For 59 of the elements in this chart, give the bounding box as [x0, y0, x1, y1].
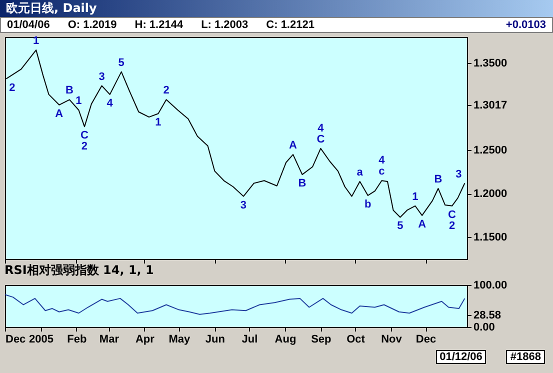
- annotation: A: [418, 218, 426, 230]
- y-tick-label: 1.3500: [474, 58, 508, 70]
- text: C: 1.2121: [266, 18, 314, 32]
- x-tick-label: Nov: [381, 334, 403, 346]
- annotation: 2: [448, 220, 456, 232]
- x-tick-label: 2005: [28, 334, 54, 346]
- x-tick-label: Apr: [135, 334, 156, 346]
- annotation: 1: [76, 95, 82, 108]
- text: O: 1.2019: [68, 18, 117, 32]
- x-tick-label: Mar: [99, 334, 120, 346]
- y-tick-label: 1.2000: [474, 188, 508, 200]
- annotation: a: [356, 166, 364, 179]
- annotation: 2: [81, 140, 88, 153]
- annotation: 4: [378, 154, 386, 167]
- y-tick-label: 1.2500: [474, 144, 508, 157]
- x-tick-label: May: [168, 334, 192, 346]
- annotation: 2: [9, 82, 16, 94]
- annotation: 2: [163, 84, 170, 97]
- y-tick-label: 1.1500: [474, 232, 508, 244]
- chart-title: 欧元日线, Daily: [0, 0, 553, 17]
- x-tick-label: Oct: [346, 334, 366, 346]
- x-tick-label: Jul: [242, 334, 258, 346]
- annotation: 4: [318, 122, 325, 134]
- x-tick-label: Sep: [311, 334, 332, 346]
- annotation: 3: [98, 70, 105, 83]
- y-tick-label: 0.00: [474, 322, 495, 334]
- annotation: C: [448, 208, 456, 221]
- annotation: 5: [397, 220, 404, 232]
- annotation: c: [378, 166, 385, 178]
- annotation: 4: [106, 97, 114, 110]
- annotation: 3: [456, 168, 462, 180]
- annotation: 1: [412, 190, 418, 203]
- annotation: 1: [155, 116, 162, 129]
- annotation: 1: [33, 35, 40, 48]
- x-tick-label: Jun: [205, 334, 226, 346]
- text: +0.0103: [506, 18, 546, 32]
- x-tick-label: Dec: [6, 334, 26, 346]
- x-tick-label: Feb: [67, 334, 87, 346]
- text: 01/12/06: [436, 350, 486, 364]
- annotation: C: [80, 130, 89, 142]
- annotation: B: [434, 173, 442, 186]
- chart-title: RSI相对强弱指数 14, 1, 1: [4, 263, 154, 277]
- y-tick-label: 100.00: [474, 280, 508, 292]
- text: #1868: [506, 350, 545, 364]
- annotation: B: [298, 178, 306, 190]
- annotation: B: [66, 84, 74, 97]
- annotation: A: [55, 108, 64, 120]
- y-tick-label: 28.58: [474, 309, 502, 322]
- text: 01/04/06: [7, 18, 50, 32]
- x-tick-label: Dec: [416, 334, 436, 346]
- annotation: C: [316, 133, 325, 146]
- annotation: A: [289, 140, 298, 152]
- y-tick-label: 1.3017: [474, 100, 508, 112]
- x-tick-label: Aug: [274, 334, 296, 346]
- text: L: 1.2003: [201, 18, 248, 32]
- annotation: 3: [240, 199, 247, 212]
- annotation: b: [364, 198, 372, 210]
- annotation: 5: [118, 56, 124, 69]
- text: H: 1.2144: [134, 18, 184, 32]
